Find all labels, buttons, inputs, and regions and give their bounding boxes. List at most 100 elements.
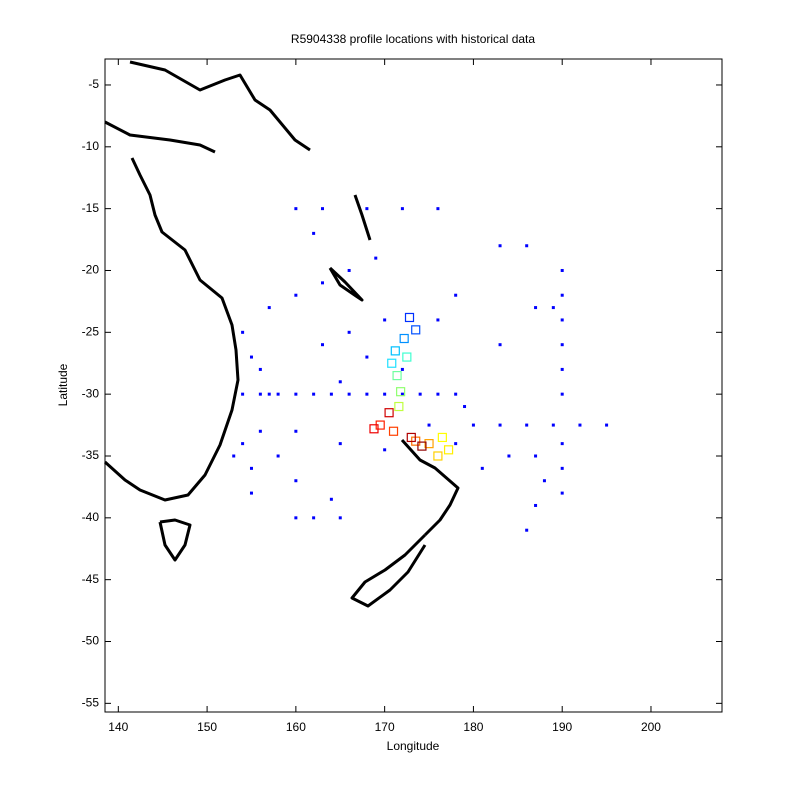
profile-marker xyxy=(392,371,402,381)
historical-point xyxy=(507,454,511,458)
profile-marker xyxy=(411,325,421,335)
historical-point xyxy=(400,207,404,211)
historical-point xyxy=(534,503,538,507)
historical-point xyxy=(471,423,475,427)
historical-point xyxy=(294,479,298,483)
historical-point xyxy=(347,330,351,334)
marks xyxy=(232,207,609,532)
coast-tasmania xyxy=(158,518,192,562)
profile-marker xyxy=(394,401,404,412)
y-tick-label: -45 xyxy=(82,572,100,586)
y-axis-label: Latitude xyxy=(56,363,70,406)
historical-point xyxy=(498,343,502,347)
profile-marker xyxy=(384,408,394,418)
y-tick-label: -15 xyxy=(82,201,100,215)
historical-point xyxy=(321,207,325,211)
historical-point xyxy=(436,392,440,396)
historical-point xyxy=(560,293,564,297)
profile-marker xyxy=(404,312,415,323)
historical-point xyxy=(560,318,564,322)
historical-point xyxy=(249,355,253,359)
y-tick-label: -5 xyxy=(88,77,99,91)
historical-point xyxy=(249,466,253,470)
historical-point xyxy=(338,380,342,384)
historical-point xyxy=(551,306,555,310)
y-tick-label: -10 xyxy=(82,139,100,153)
historical-point xyxy=(365,207,369,211)
historical-point xyxy=(525,423,529,427)
historical-point xyxy=(232,454,236,458)
y-tick-label: -40 xyxy=(82,510,100,524)
profile-marker xyxy=(396,387,406,397)
historical-point xyxy=(383,448,387,452)
historical-point xyxy=(241,392,245,396)
profile-marker xyxy=(390,346,400,356)
historical-point xyxy=(329,497,333,501)
historical-point xyxy=(534,454,538,458)
historical-point xyxy=(560,442,564,446)
coast-png xyxy=(129,60,311,152)
historical-point xyxy=(525,244,529,248)
historical-point xyxy=(436,318,440,322)
historical-point xyxy=(374,256,378,260)
historical-point xyxy=(534,306,538,310)
historical-point xyxy=(578,423,582,427)
profile-marker xyxy=(402,352,412,362)
historical-point xyxy=(560,466,564,470)
profile-marker xyxy=(424,439,434,449)
plot-frame xyxy=(104,58,723,713)
profile-marker xyxy=(388,426,399,436)
historical-point xyxy=(312,231,316,235)
historical-point xyxy=(418,392,422,396)
historical-point xyxy=(241,330,245,334)
historical-point xyxy=(400,367,404,371)
historical-point xyxy=(383,318,387,322)
historical-point xyxy=(560,491,564,495)
historical-point xyxy=(560,268,564,272)
historical-point xyxy=(365,355,369,359)
historical-point xyxy=(560,343,564,347)
historical-point xyxy=(241,442,245,446)
historical-point xyxy=(463,405,467,409)
historical-point xyxy=(498,423,502,427)
profile-marker xyxy=(387,358,397,368)
coast-nz-north xyxy=(400,438,460,537)
profile-marker xyxy=(437,432,447,443)
historical-point xyxy=(294,207,298,211)
coastlines xyxy=(103,60,460,608)
historical-point xyxy=(454,442,458,446)
profile-marker xyxy=(417,441,427,451)
historical-point xyxy=(329,392,333,396)
chart-title: R5904338 profile locations with historic… xyxy=(291,32,535,46)
historical-point xyxy=(498,244,502,248)
profile-marker xyxy=(369,424,379,434)
historical-point xyxy=(560,367,564,371)
historical-point xyxy=(321,343,325,347)
historical-point xyxy=(312,392,316,396)
x-tick-label: 150 xyxy=(197,720,217,734)
y-tick-label: -55 xyxy=(82,696,100,710)
historical-point xyxy=(400,392,404,396)
coast-vanuatu xyxy=(353,194,372,241)
x-axis-label: Longitude xyxy=(387,739,440,753)
historical-point xyxy=(542,479,546,483)
historical-point xyxy=(294,516,298,520)
coast-aus-north xyxy=(104,120,216,154)
y-tick-label: -30 xyxy=(82,386,100,400)
historical-point xyxy=(560,392,564,396)
x-tick-label: 140 xyxy=(108,720,128,734)
x-tick-label: 170 xyxy=(375,720,395,734)
coast-nz-south xyxy=(350,533,427,608)
historical-point xyxy=(347,392,351,396)
x-tick-label: 200 xyxy=(641,720,661,734)
historical-point xyxy=(294,392,298,396)
historical-point xyxy=(525,528,529,532)
historical-point xyxy=(338,516,342,520)
historical-point xyxy=(436,207,440,211)
historical-point xyxy=(321,281,325,285)
y-tick-label: -35 xyxy=(82,448,100,462)
coast-new-caledonia xyxy=(328,266,364,302)
historical-point xyxy=(480,466,484,470)
